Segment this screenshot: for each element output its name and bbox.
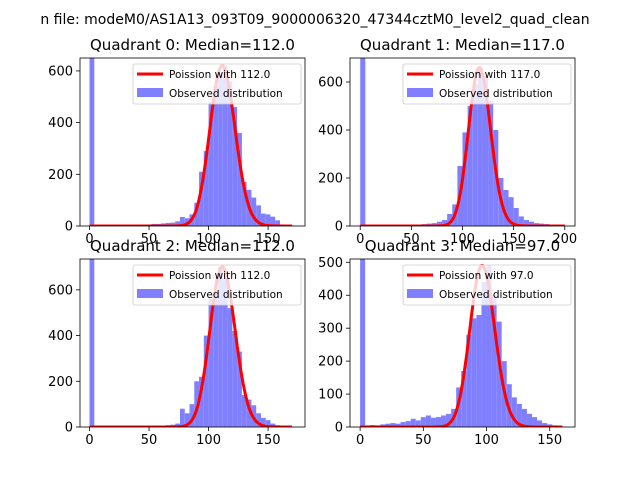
- subplot-title: Quadrant 1: Median=117.0: [360, 36, 565, 54]
- legend-patch-swatch: [137, 289, 163, 298]
- y-tick-label: 0: [65, 220, 73, 235]
- y-tick-label: 200: [318, 355, 343, 370]
- histogram-bar: [426, 415, 431, 427]
- histogram-bar: [180, 409, 185, 427]
- histogram-bar: [473, 84, 478, 226]
- y-tick-label: 400: [48, 116, 73, 131]
- x-tick-label: 0: [356, 433, 364, 448]
- histogram-bar: [527, 414, 532, 427]
- y-tick-label: 500: [318, 256, 343, 271]
- y-tick-label: 0: [335, 421, 343, 436]
- histogram-bar: [476, 315, 481, 427]
- y-tick-label: 600: [48, 64, 73, 79]
- y-tick-label: 400: [48, 329, 73, 344]
- legend-label: Observed distribution: [439, 88, 553, 100]
- histogram-bar: [360, 256, 365, 427]
- y-tick-label: 200: [48, 168, 73, 183]
- y-tick-label: 300: [318, 322, 343, 337]
- legend: Poission with 112.0 Observed distribution: [133, 64, 301, 104]
- histogram-bar: [228, 308, 233, 427]
- y-tick-label: 600: [318, 76, 343, 91]
- y-tick-label: 200: [318, 172, 343, 187]
- figure-suptitle: n file: modeM0/AS1A13_093T09_9000006320_…: [40, 12, 589, 28]
- legend-label: Poission with 112.0: [169, 69, 270, 81]
- x-tick-label: 50: [141, 433, 158, 448]
- legend: Poission with 97.0 Observed distribution: [403, 265, 571, 305]
- y-tick-label: 100: [318, 388, 343, 403]
- x-tick-label: 100: [474, 433, 499, 448]
- legend-patch-swatch: [407, 88, 433, 97]
- legend-label: Observed distribution: [169, 88, 283, 100]
- y-tick-label: 600: [48, 283, 73, 298]
- subplot-quadrant-2: 0 50 100 150 0 200 400 600 Quadrant 2: Median=11…: [48, 221, 305, 448]
- x-tick-label: 100: [196, 433, 221, 448]
- subplot-title: Quadrant 0: Median=112.0: [90, 36, 295, 54]
- histogram-bar: [471, 318, 476, 427]
- legend-label: Observed distribution: [169, 289, 283, 301]
- legend-label: Observed distribution: [439, 289, 553, 301]
- legend: Poission with 112.0 Observed distribution: [133, 265, 301, 305]
- x-tick-label: 50: [415, 433, 432, 448]
- legend-patch-swatch: [137, 88, 163, 97]
- y-tick-label: 400: [318, 289, 343, 304]
- legend-label: Poission with 117.0: [439, 69, 540, 81]
- legend-label: Poission with 97.0: [439, 270, 534, 282]
- subplot-quadrant-3: 0 50 100 150 0 100 200 300 400 500 Quadrant 3: Med…: [318, 237, 575, 448]
- legend: Poission with 117.0 Observed distribution: [403, 64, 571, 104]
- x-tick-label: 0: [85, 433, 93, 448]
- x-tick-label: 150: [537, 433, 562, 448]
- subplot-title: Quadrant 2: Median=112.0: [90, 237, 295, 255]
- histogram-bar: [213, 292, 218, 427]
- subplot-title: Quadrant 3: Median=97.0: [365, 237, 560, 255]
- y-tick-label: 0: [65, 421, 73, 436]
- y-tick-label: 200: [48, 375, 73, 390]
- x-tick-label: 150: [256, 433, 281, 448]
- x-tick-label: 0: [356, 232, 364, 247]
- legend-patch-swatch: [407, 289, 433, 298]
- legend-label: Poission with 112.0: [169, 270, 270, 282]
- y-tick-label: 400: [318, 124, 343, 139]
- y-tick-label: 0: [335, 220, 343, 235]
